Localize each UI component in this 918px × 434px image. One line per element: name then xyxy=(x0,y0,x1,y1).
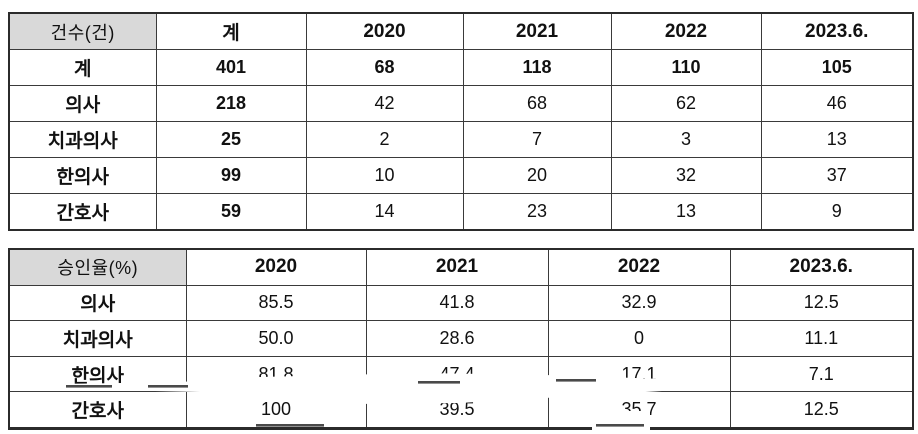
approval-col-header-2022: 2022 xyxy=(547,248,731,286)
table-cell: 218 xyxy=(155,85,307,122)
cases-col-header-2021: 2021 xyxy=(462,12,612,50)
table-cell: 100 xyxy=(185,391,367,429)
row-label-cell: 의사 xyxy=(8,85,157,122)
table-cell: 12.5 xyxy=(729,391,914,429)
table-cell: 50.0 xyxy=(185,320,367,357)
table-cell: 13 xyxy=(760,121,914,158)
approval-corner-label: 승인율(%) xyxy=(8,248,187,286)
table-cell: 110 xyxy=(610,49,762,86)
table-cell: 37 xyxy=(760,157,914,194)
row-label-cell: 간호사 xyxy=(8,391,187,429)
approval-row-oriental-doctor: 한의사 81.8 47.4 17.1 7.1 xyxy=(8,355,914,393)
row-label-cell: 의사 xyxy=(8,284,187,322)
table-cell: 11.1 xyxy=(729,320,914,357)
table-cell: 118 xyxy=(462,49,612,86)
approval-rate-table: 승인율(%) 2020 2021 2022 2023.6. 의사 85.5 41… xyxy=(8,248,914,430)
table-cell: 68 xyxy=(305,49,464,86)
table-cell: 81.8 xyxy=(185,355,367,393)
approval-header-row: 승인율(%) 2020 2021 2022 2023.6. xyxy=(8,248,914,286)
table-cell: 20 xyxy=(462,157,612,194)
table-cell: 14 xyxy=(305,193,464,231)
cases-col-header-2023: 2023.6. xyxy=(760,12,914,50)
table-cell: 401 xyxy=(155,49,307,86)
table-cell: 7 xyxy=(462,121,612,158)
approval-row-nurse: 간호사 100 39.5 35.7 12.5 xyxy=(8,391,914,429)
table-cell: 59 xyxy=(155,193,307,231)
table-cell: 28.6 xyxy=(365,320,549,357)
table-cell: 42 xyxy=(305,85,464,122)
table-cell: 13 xyxy=(610,193,762,231)
table-cell: 39.5 xyxy=(365,391,549,429)
approval-col-header-2020: 2020 xyxy=(185,248,367,286)
table-cell: 2 xyxy=(305,121,464,158)
row-label-cell: 계 xyxy=(8,49,157,86)
cases-col-header-2020: 2020 xyxy=(305,12,464,50)
table-cell: 32.9 xyxy=(547,284,731,322)
cases-col-header-total: 계 xyxy=(155,12,307,50)
table-cell: 12.5 xyxy=(729,284,914,322)
table-cell: 99 xyxy=(155,157,307,194)
table-cell: 47.4 xyxy=(365,355,549,393)
row-label-cell: 치과의사 xyxy=(8,320,187,357)
cases-row-oriental-doctor: 한의사 99 10 20 32 37 xyxy=(8,157,914,194)
table-cell: 0 xyxy=(547,320,731,357)
approval-row-dentist: 치과의사 50.0 28.6 0 11.1 xyxy=(8,320,914,357)
row-label-cell: 한의사 xyxy=(8,355,187,393)
cases-row-nurse: 간호사 59 14 23 13 9 xyxy=(8,193,914,231)
table-cell: 3 xyxy=(610,121,762,158)
table-cell: 23 xyxy=(462,193,612,231)
approval-col-header-2021: 2021 xyxy=(365,248,549,286)
table-cell: 25 xyxy=(155,121,307,158)
table-cell: 68 xyxy=(462,85,612,122)
table-cell: 41.8 xyxy=(365,284,549,322)
table-cell: 9 xyxy=(760,193,914,231)
table-cell: 85.5 xyxy=(185,284,367,322)
table-cell: 62 xyxy=(610,85,762,122)
table-cell: 35.7 xyxy=(547,391,731,429)
table-cell: 46 xyxy=(760,85,914,122)
cases-row-doctor: 의사 218 42 68 62 46 xyxy=(8,85,914,122)
table-cell: 17.1 xyxy=(547,355,731,393)
cases-header-row: 건수(건) 계 2020 2021 2022 2023.6. xyxy=(8,12,914,50)
cases-row-total: 계 401 68 118 110 105 xyxy=(8,49,914,86)
table-cell: 105 xyxy=(760,49,914,86)
table-cell: 7.1 xyxy=(729,355,914,393)
table-cell: 32 xyxy=(610,157,762,194)
cases-row-dentist: 치과의사 25 2 7 3 13 xyxy=(8,121,914,158)
row-label-cell: 치과의사 xyxy=(8,121,157,158)
cases-table: 건수(건) 계 2020 2021 2022 2023.6. 계 401 68 … xyxy=(8,12,914,231)
cases-corner-label: 건수(건) xyxy=(8,12,157,50)
approval-col-header-2023: 2023.6. xyxy=(729,248,914,286)
row-label-cell: 간호사 xyxy=(8,193,157,231)
table-cell: 10 xyxy=(305,157,464,194)
approval-row-doctor: 의사 85.5 41.8 32.9 12.5 xyxy=(8,284,914,322)
cases-col-header-2022: 2022 xyxy=(610,12,762,50)
row-label-cell: 한의사 xyxy=(8,157,157,194)
